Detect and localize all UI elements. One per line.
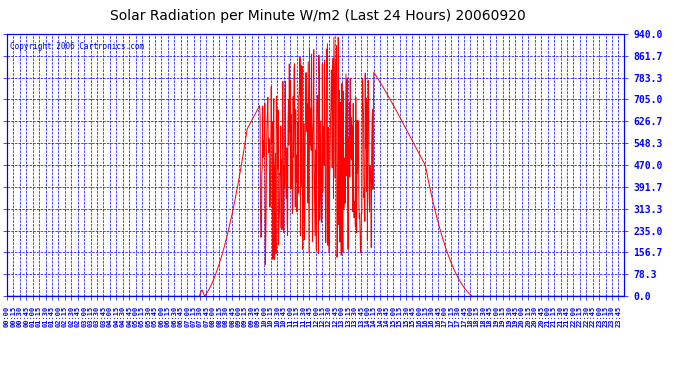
Text: Copyright 2006 Cartronics.com: Copyright 2006 Cartronics.com [10, 42, 144, 51]
Text: Solar Radiation per Minute W/m2 (Last 24 Hours) 20060920: Solar Radiation per Minute W/m2 (Last 24… [110, 9, 525, 23]
